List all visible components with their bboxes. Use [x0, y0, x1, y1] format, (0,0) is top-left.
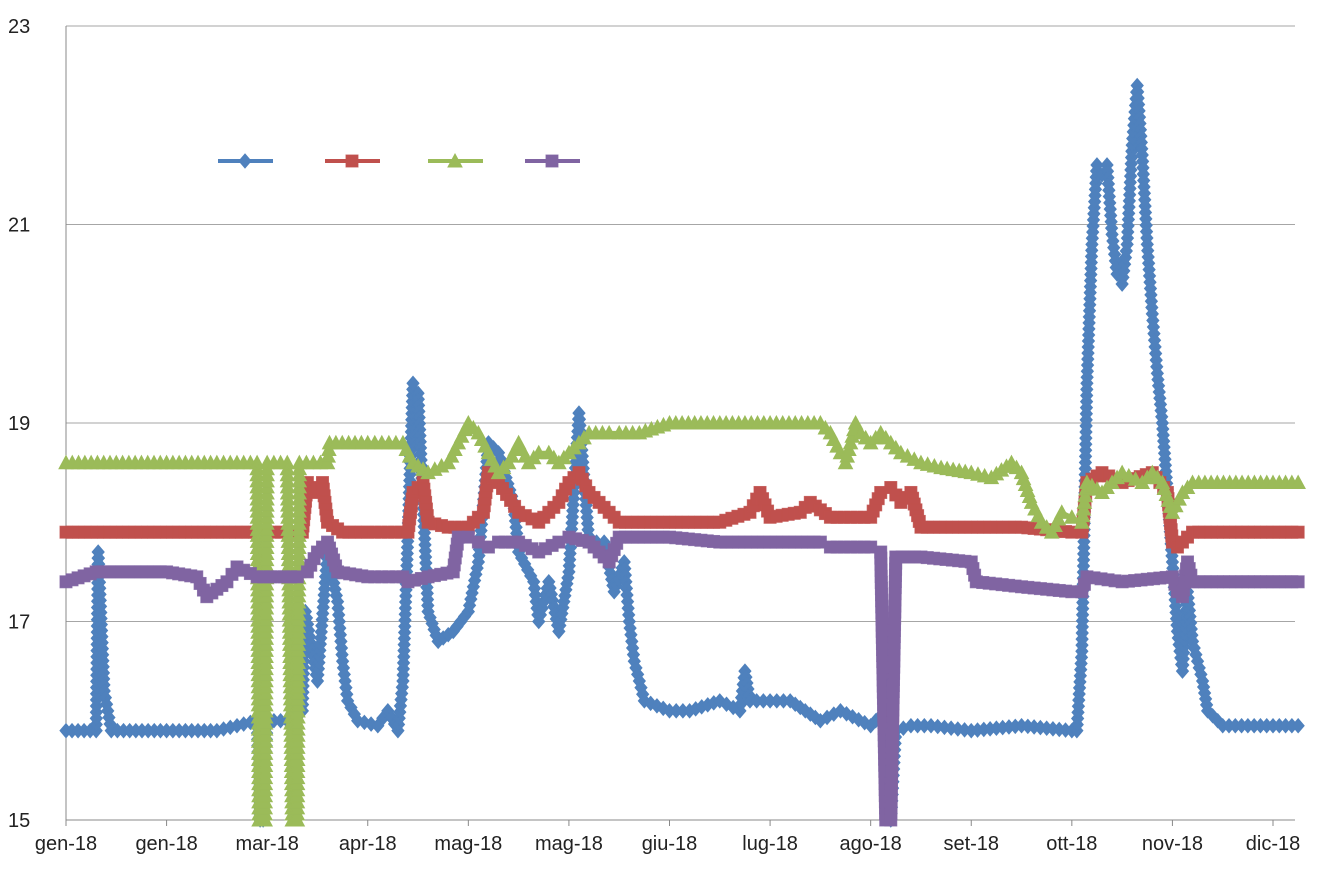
- series-1-point: [1211, 712, 1225, 729]
- series-1-point: [713, 693, 727, 709]
- series-3-point: [1290, 474, 1306, 490]
- y-tick-label: 23: [8, 16, 30, 38]
- x-tick-label: mag-18: [535, 833, 603, 855]
- series: [58, 77, 1306, 828]
- x-tick-labels: gen-18 gen-18 mar-18 apr-18 mag-18 mag-18 giu-…: [35, 820, 1300, 855]
- legend-marker: [545, 154, 559, 168]
- series-4: [59, 530, 1305, 827]
- legend-marker: [238, 153, 252, 169]
- y-tick-label: 15: [8, 810, 30, 832]
- series-2: [59, 466, 1305, 554]
- legend: [218, 152, 580, 169]
- x-tick-label: apr-18: [339, 833, 397, 855]
- x-tick-label: nov-18: [1142, 833, 1203, 855]
- x-tick-label: ott-18: [1046, 833, 1097, 855]
- legend-marker: [345, 154, 359, 168]
- legend-entry: [325, 154, 380, 168]
- y-tick-label: 19: [8, 413, 30, 435]
- series-4-point: [1291, 575, 1305, 589]
- series-1-point: [1090, 157, 1104, 173]
- series-1-point: [1291, 717, 1305, 734]
- legend-marker: [447, 152, 463, 168]
- legend-entry: [428, 152, 483, 168]
- y-tick-label: 21: [8, 215, 30, 237]
- y-tick-label: 17: [8, 612, 30, 634]
- y-tick-labels: 15 17 19 21 23: [8, 16, 30, 832]
- x-tick-label: lug-18: [742, 833, 798, 855]
- series-2-point: [1291, 525, 1305, 539]
- x-tick-label: ago-18: [840, 833, 902, 855]
- x-tick-label: mar-18: [235, 833, 298, 855]
- series-3-point: [1053, 504, 1070, 519]
- series-3-point: [530, 444, 547, 460]
- legend-entry: [525, 154, 580, 168]
- series-3-point: [847, 414, 864, 430]
- series-3: [58, 414, 1306, 827]
- series-3-point: [601, 424, 617, 440]
- x-tick-label: mag-18: [434, 833, 502, 855]
- series-3-point: [1063, 509, 1080, 524]
- x-tick-label: gen-18: [35, 833, 97, 855]
- x-tick-label: set-18: [943, 833, 999, 855]
- legend-entry: [218, 153, 273, 169]
- x-tick-label: dic-18: [1246, 833, 1300, 855]
- series-1-point: [406, 375, 420, 392]
- x-tick-label: gen-18: [135, 833, 197, 855]
- x-tick-label: giu-18: [642, 833, 698, 855]
